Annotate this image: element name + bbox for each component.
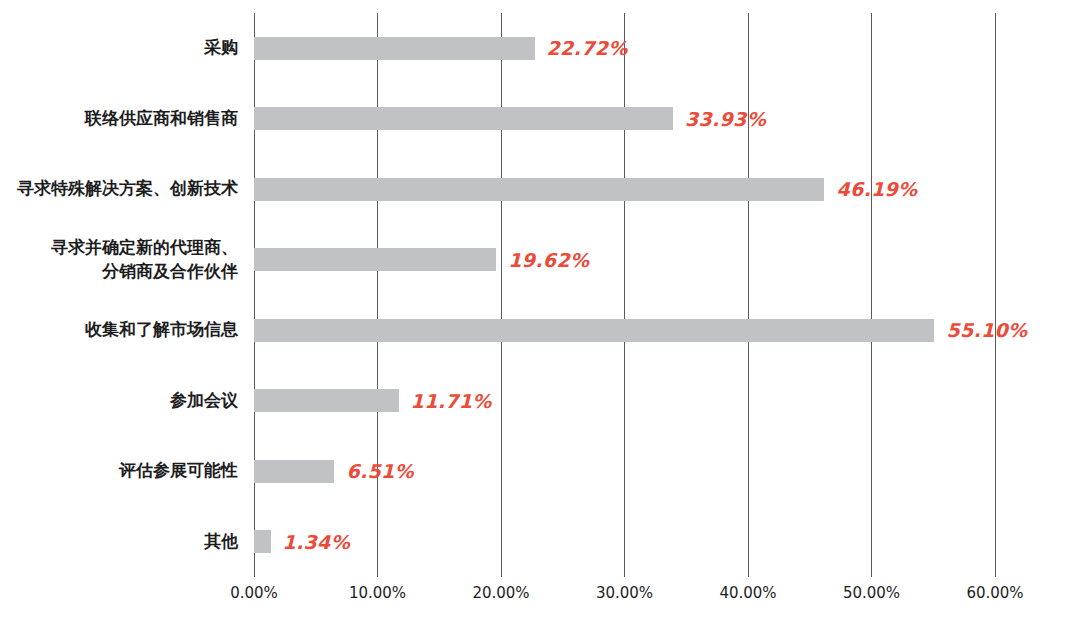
horizontal-bar-chart: 采购联络供应商和销售商寻求特殊解决方案、创新技术寻求并确定新的代理商、分销商及合… (0, 0, 1066, 626)
axis-tick-label: 20.00% (472, 584, 529, 602)
category-label: 寻求特殊解决方案、创新技术 (0, 154, 246, 225)
bar (254, 319, 934, 342)
value-label: 11.71% (411, 390, 492, 412)
category-label: 联络供应商和销售商 (0, 84, 246, 155)
axis-tick-label: 40.00% (719, 584, 776, 602)
value-label: 19.62% (508, 249, 589, 271)
value-label: 33.93% (685, 108, 766, 130)
value-label: 55.10% (946, 319, 1027, 341)
category-label: 收集和了解市场信息 (0, 295, 246, 366)
category-label: 其他 (0, 507, 246, 578)
category-label: 采购 (0, 13, 246, 84)
category-label-line: 参加会议 (170, 389, 238, 413)
category-label-line: 寻求并确定新的代理商、 (51, 236, 238, 260)
bar-row: 55.10% (254, 295, 995, 366)
bar-row: 1.34% (254, 507, 995, 578)
bar-row: 6.51% (254, 436, 995, 507)
bar-row: 46.19% (254, 154, 995, 225)
value-label: 22.72% (547, 37, 628, 59)
category-labels-column: 采购联络供应商和销售商寻求特殊解决方案、创新技术寻求并确定新的代理商、分销商及合… (0, 13, 246, 577)
value-label: 6.51% (346, 460, 413, 482)
category-label-line: 评估参展可能性 (119, 459, 238, 483)
bar (254, 37, 535, 60)
axis-tick-label: 10.00% (349, 584, 406, 602)
axis-tick-label: 30.00% (596, 584, 653, 602)
category-label-line: 采购 (204, 36, 238, 60)
bar (254, 530, 271, 553)
bar (254, 178, 824, 201)
bar (254, 248, 496, 271)
category-label-line: 联络供应商和销售商 (85, 107, 238, 131)
category-label-line: 收集和了解市场信息 (85, 318, 238, 342)
axis-tick-label: 60.00% (966, 584, 1023, 602)
plot-area: 22.72% 33.93% 46.19% 19.62% 55.10% 11.71% 6.51… (254, 13, 995, 577)
category-label: 寻求并确定新的代理商、分销商及合作伙伴 (0, 225, 246, 296)
bar (254, 460, 334, 483)
axis-tick-label: 50.00% (843, 584, 900, 602)
value-label: 46.19% (836, 178, 917, 200)
bar (254, 389, 399, 412)
category-label-line: 分销商及合作伙伴 (102, 260, 238, 284)
axis-tick-label: 0.00% (230, 584, 278, 602)
value-label: 1.34% (283, 531, 350, 553)
category-label: 评估参展可能性 (0, 436, 246, 507)
bar-row: 33.93% (254, 84, 995, 155)
category-label-line: 其他 (204, 530, 238, 554)
bar-rows-group: 22.72% 33.93% 46.19% 19.62% 55.10% 11.71% 6.51… (254, 13, 995, 577)
x-axis: 0.00%10.00%20.00%30.00%40.00%50.00%60.00… (254, 584, 995, 608)
bar (254, 107, 673, 130)
bar-row: 22.72% (254, 13, 995, 84)
bar-row: 11.71% (254, 366, 995, 437)
category-label: 参加会议 (0, 366, 246, 437)
category-label-line: 寻求特殊解决方案、创新技术 (17, 177, 238, 201)
bar-row: 19.62% (254, 225, 995, 296)
